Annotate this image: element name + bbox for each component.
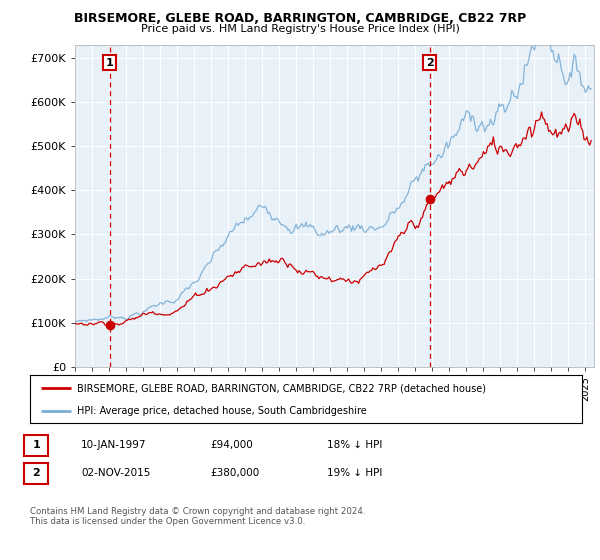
Text: BIRSEMORE, GLEBE ROAD, BARRINGTON, CAMBRIDGE, CB22 7RP (detached house): BIRSEMORE, GLEBE ROAD, BARRINGTON, CAMBR… [77,383,486,393]
Text: 2: 2 [32,468,40,478]
Text: Price paid vs. HM Land Registry's House Price Index (HPI): Price paid vs. HM Land Registry's House … [140,24,460,34]
Text: 1: 1 [32,440,40,450]
Text: 02-NOV-2015: 02-NOV-2015 [81,468,151,478]
Text: BIRSEMORE, GLEBE ROAD, BARRINGTON, CAMBRIDGE, CB22 7RP: BIRSEMORE, GLEBE ROAD, BARRINGTON, CAMBR… [74,12,526,25]
Text: 19% ↓ HPI: 19% ↓ HPI [327,468,382,478]
Text: Contains HM Land Registry data © Crown copyright and database right 2024.
This d: Contains HM Land Registry data © Crown c… [30,507,365,526]
Text: £94,000: £94,000 [210,440,253,450]
Text: 10-JAN-1997: 10-JAN-1997 [81,440,146,450]
Text: 18% ↓ HPI: 18% ↓ HPI [327,440,382,450]
Text: 1: 1 [106,58,113,68]
Text: £380,000: £380,000 [210,468,259,478]
Text: HPI: Average price, detached house, South Cambridgeshire: HPI: Average price, detached house, Sout… [77,406,367,416]
Text: 2: 2 [426,58,433,68]
